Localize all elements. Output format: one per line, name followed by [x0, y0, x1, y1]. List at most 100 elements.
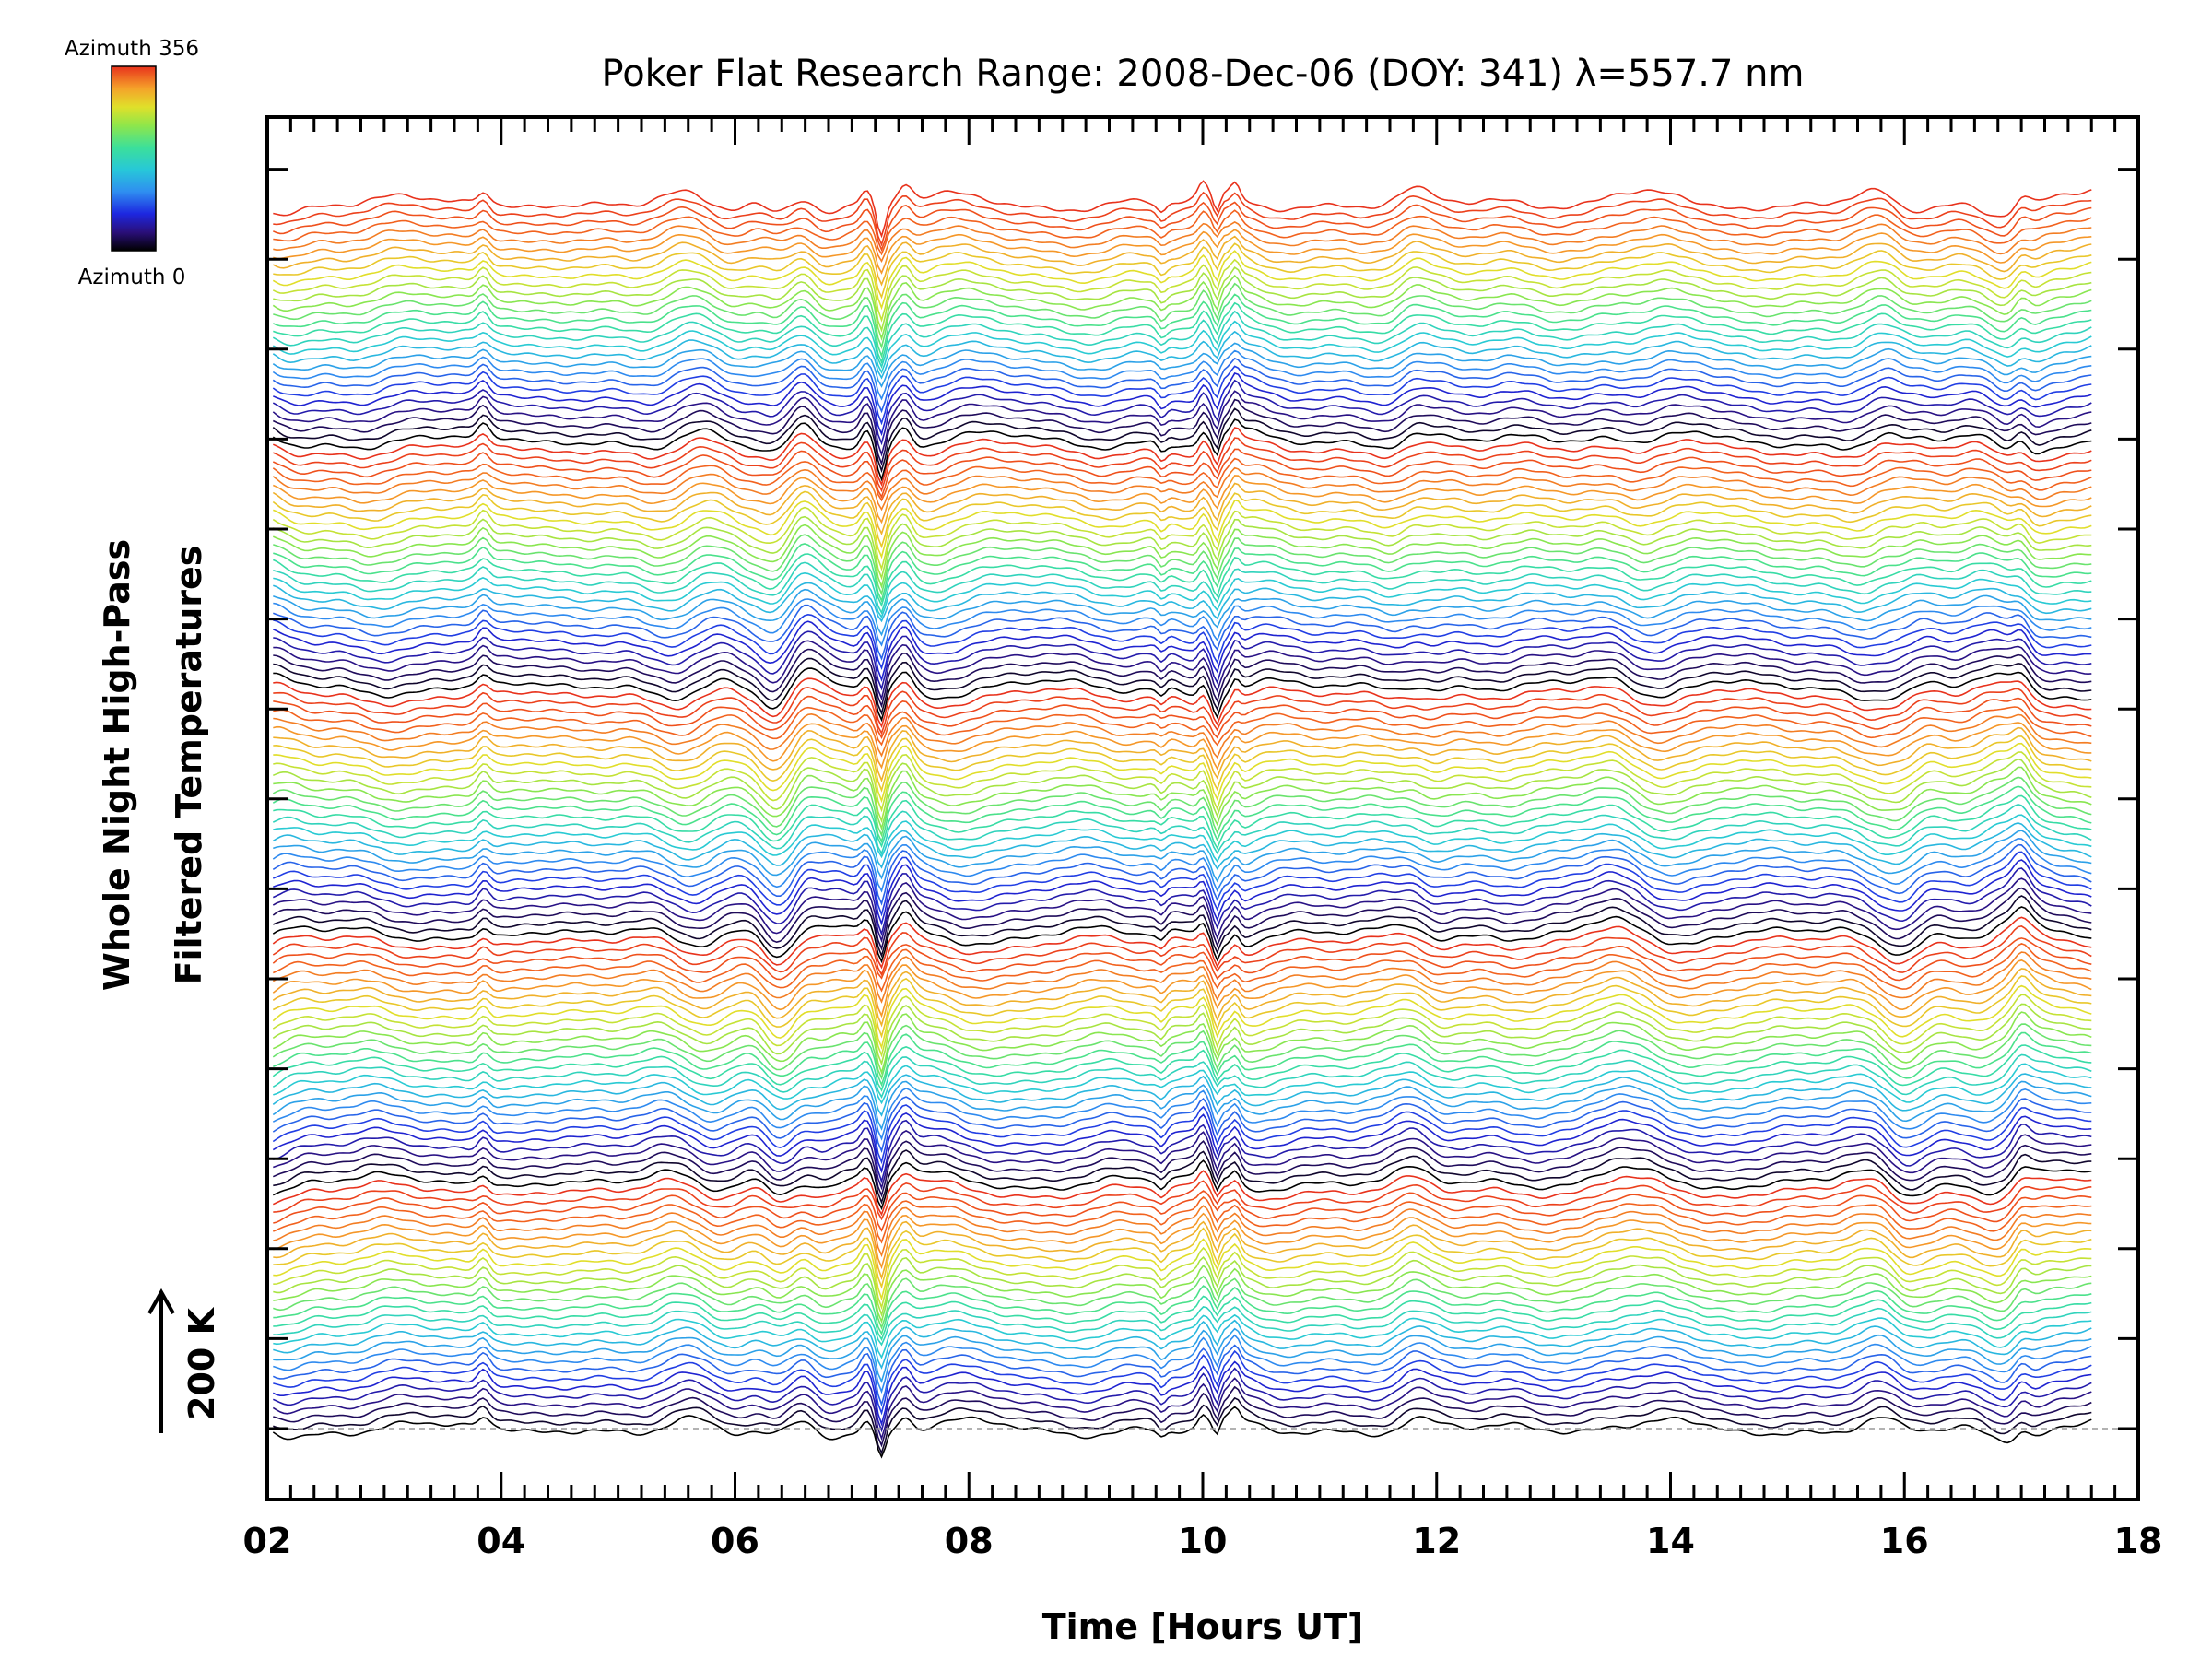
series-line: [272, 258, 2092, 323]
series-line: [272, 620, 2092, 682]
series-line: [273, 1195, 2092, 1244]
series-line: [273, 242, 2092, 300]
series-line: [273, 794, 2092, 850]
scale-bar-label: 200 K: [182, 1306, 222, 1420]
x-tick-label: 12: [1412, 1521, 1461, 1561]
series-line: [273, 543, 2092, 604]
series-line: [273, 1275, 2092, 1330]
series-line: [273, 1327, 2092, 1383]
series-line: [273, 1285, 2092, 1336]
series-line: [272, 975, 2092, 1039]
series-line: [272, 506, 2092, 571]
series-line: [272, 804, 2092, 855]
series-line: [273, 1246, 2092, 1311]
series-line: [273, 282, 2092, 349]
series-line: [272, 1011, 2092, 1076]
series-line: [273, 1119, 2092, 1184]
series-line: [272, 895, 2092, 959]
series-line: [272, 201, 2092, 252]
colorbar-bottom-label: Azimuth 0: [78, 265, 186, 289]
series-line: [272, 994, 2092, 1058]
series-line: [272, 837, 2092, 893]
series-line: [273, 229, 2092, 275]
series-line: [273, 1334, 2092, 1394]
series-line: [272, 943, 2092, 993]
series-line: [272, 407, 2092, 474]
series-line: [272, 457, 2092, 502]
series-line: [273, 1227, 2092, 1289]
series-line: [272, 342, 2092, 388]
series-line: [272, 349, 2092, 401]
series-line: [272, 330, 2092, 380]
series-line: [273, 588, 2092, 637]
y-axis-label-line1: Whole Night High-Pass: [97, 539, 137, 991]
series-line: [273, 722, 2092, 771]
series-line: [272, 843, 2092, 906]
series-line: [272, 320, 2092, 374]
series-line: [272, 310, 2092, 369]
series-line: [273, 859, 2092, 926]
series-line: [272, 1096, 2092, 1154]
series-line: [272, 887, 2092, 951]
series-line: [272, 785, 2092, 844]
series-line: [272, 398, 2092, 466]
series-group: [272, 180, 2092, 1459]
series-line: [273, 301, 2092, 365]
series-line: [272, 490, 2092, 549]
series-line: [273, 706, 2092, 747]
series-line: [273, 648, 2092, 709]
x-tick-label: 10: [1179, 1521, 1228, 1561]
series-line: [272, 482, 2092, 535]
series-line: [272, 877, 2092, 943]
series-line: [273, 191, 2092, 247]
series-line: [272, 274, 2092, 341]
series-line: [273, 751, 2092, 813]
series-line: [273, 712, 2092, 759]
x-tick-label: 04: [477, 1521, 525, 1561]
series-line: [272, 968, 2092, 1028]
series-line: [273, 677, 2092, 729]
series-line: [272, 1044, 2092, 1092]
series-line: [273, 667, 2092, 723]
series-line: [272, 1088, 2092, 1141]
series-line: [273, 534, 2092, 596]
series-line: [273, 1265, 2092, 1324]
series-line: [272, 524, 2092, 590]
y-axis-label-line2: Filtered Temperatures: [169, 546, 209, 985]
series-line: [273, 1129, 2092, 1191]
series-line: [273, 1313, 2092, 1359]
series-line: [272, 1377, 2092, 1441]
x-axis-label: Time [Hours UT]: [1042, 1606, 1364, 1647]
series-line: [272, 418, 2092, 482]
series-line: [272, 553, 2092, 607]
series-line: [273, 571, 2092, 619]
series-line: [272, 916, 2092, 970]
series-line: [272, 1406, 2092, 1459]
ticks-group: [265, 117, 2140, 1500]
series-line: [272, 951, 2092, 1004]
series-line: [272, 1104, 2092, 1165]
series-line: [272, 822, 2092, 870]
x-tick-labels: 02 04 06 08 10 12 14 16 18: [243, 1521, 2163, 1561]
series-line: [273, 1306, 2092, 1347]
x-tick-label: 02: [243, 1521, 292, 1561]
series-line: [272, 437, 2092, 493]
series-line: [272, 1112, 2092, 1174]
series-line: [272, 293, 2092, 359]
series-line: [272, 1159, 2092, 1211]
colorbar-top-label: Azimuth 356: [65, 37, 199, 61]
scale-bar: 200 K: [147, 1288, 222, 1433]
series-line: [272, 1360, 2092, 1427]
series-line: [273, 830, 2092, 883]
series-line: [272, 1140, 2092, 1198]
series-line: [273, 1349, 2092, 1416]
series-line: [273, 1031, 2092, 1088]
series-line: [272, 357, 2092, 414]
series-line: [272, 475, 2092, 524]
series-line: [273, 613, 2092, 671]
series-line: [272, 1023, 2092, 1080]
series-line: [273, 1149, 2092, 1205]
x-tick-label: 08: [945, 1521, 994, 1561]
series-line: [273, 630, 2092, 691]
